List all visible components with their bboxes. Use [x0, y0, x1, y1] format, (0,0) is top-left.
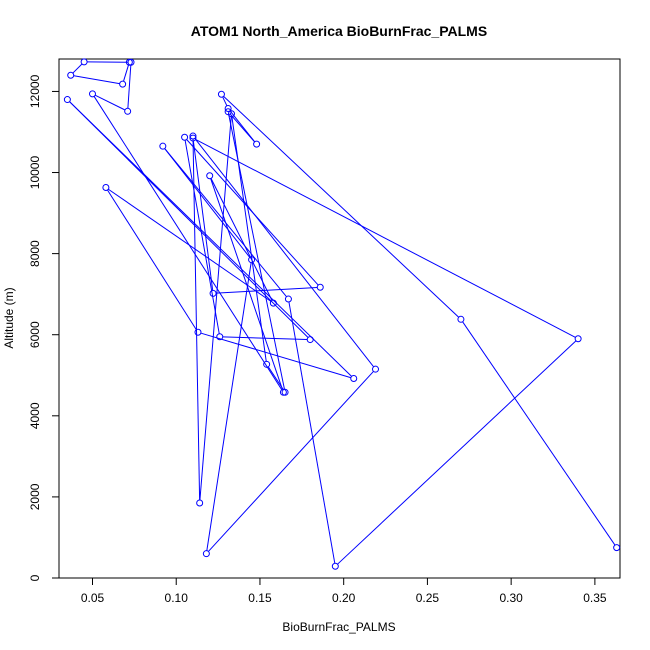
x-tick-label: 0.05 [81, 591, 105, 605]
series-segment [199, 116, 232, 500]
data-point [216, 333, 224, 341]
data-point [269, 299, 277, 307]
data-point [80, 58, 88, 66]
data-point [613, 544, 621, 552]
data-point [372, 365, 380, 373]
series-segment [194, 138, 374, 367]
data-point [196, 499, 204, 507]
data-point [102, 184, 110, 192]
chart-title: ATOM1 North_America BioBurnFrac_PALMS [191, 23, 487, 39]
series-segment [93, 96, 283, 390]
x-tick-label: 0.30 [499, 591, 523, 605]
data-point [217, 90, 225, 98]
series-segment [200, 332, 351, 379]
data-point [88, 90, 96, 98]
data-point [67, 71, 75, 79]
series-segment [288, 302, 336, 564]
series-segment [462, 321, 616, 546]
series-segment [107, 189, 197, 330]
y-axis-label: Altitude (m) [2, 287, 16, 348]
series-segment [195, 139, 576, 338]
data-point [457, 315, 465, 323]
data-point [331, 562, 339, 570]
data-series [63, 58, 621, 570]
data-point [248, 256, 256, 264]
data-point [284, 295, 292, 303]
x-tick-label: 0.35 [583, 591, 607, 605]
series-segment [206, 262, 252, 551]
series-segment [222, 96, 228, 106]
series-segment [127, 65, 132, 109]
data-point [124, 107, 132, 115]
data-point [209, 289, 217, 297]
y-tick-label: 0 [28, 574, 42, 581]
series-segment [192, 139, 201, 500]
data-point [125, 58, 133, 66]
data-point [253, 140, 261, 148]
series-segment [69, 101, 352, 377]
x-tick-label: 0.25 [416, 591, 440, 605]
series-segment [223, 96, 459, 318]
series-segment [73, 75, 120, 85]
data-point [350, 375, 358, 383]
x-tick-label: 0.10 [165, 591, 189, 605]
data-point [202, 550, 210, 558]
y-axis: 0 2000 4000 6000 8000 10000 12000 [28, 74, 60, 581]
x-tick-label: 0.15 [248, 591, 272, 605]
data-point [119, 80, 127, 88]
data-point [189, 132, 197, 140]
y-tick-label: 4000 [28, 402, 42, 429]
data-point [181, 133, 189, 141]
y-tick-label: 12000 [28, 74, 42, 108]
series-segment [164, 148, 251, 258]
series-segment [95, 94, 126, 111]
x-tick-label: 0.20 [332, 591, 356, 605]
data-point [189, 134, 197, 142]
series-segment [186, 139, 319, 286]
data-point [263, 360, 271, 368]
series-segment [337, 340, 577, 565]
data-point [306, 336, 314, 344]
y-tick-label: 6000 [28, 321, 42, 348]
series-segment [192, 141, 214, 291]
series-segment [210, 178, 283, 390]
data-point [227, 110, 235, 118]
data-point [63, 96, 71, 104]
series-segment [210, 178, 273, 301]
data-point [316, 283, 324, 291]
data-point [279, 388, 287, 396]
data-point [574, 335, 582, 343]
series-segment [184, 140, 220, 334]
data-point [224, 104, 232, 112]
series-segment [231, 116, 267, 362]
y-tick-label: 8000 [28, 240, 42, 267]
y-tick-label: 2000 [28, 483, 42, 510]
series-segment [123, 65, 129, 82]
series-segment [229, 113, 255, 143]
data-point [194, 328, 202, 336]
data-point [159, 142, 167, 150]
x-axis: 0.05 0.10 0.15 0.20 0.25 0.30 0.35 [81, 577, 607, 605]
series-segment [208, 371, 374, 552]
series-segment [72, 63, 83, 74]
y-tick-label: 10000 [28, 156, 42, 190]
x-axis-label: BioBurnFrac_PALMS [282, 620, 395, 634]
data-point [206, 172, 214, 180]
